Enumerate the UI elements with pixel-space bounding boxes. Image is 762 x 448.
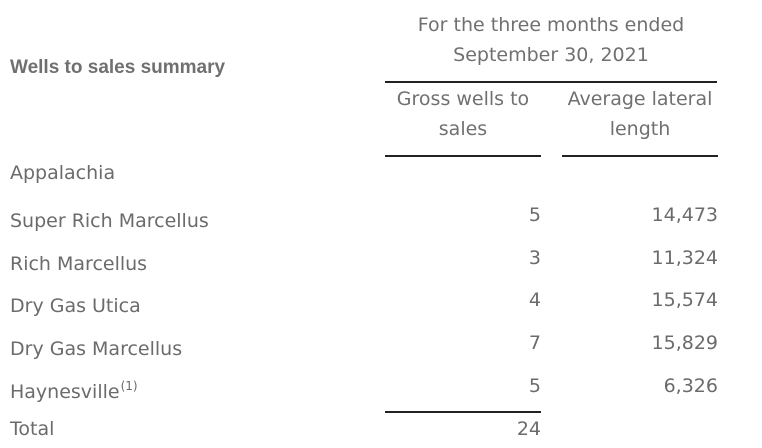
column-header-lateral-length: Average lateral length [562, 84, 718, 144]
row-length-value: 15,574 [651, 289, 718, 311]
row-wells-value: 7 [528, 332, 541, 354]
period-line-1: For the three months ended [417, 14, 685, 36]
period-header: For the three months ended September 30,… [385, 10, 717, 70]
column-header-gross-wells-line-1: Gross wells to [396, 88, 530, 110]
column-header-gross-wells-line-2: sales [438, 118, 488, 140]
row-label-text: Dry Gas Utica [10, 295, 141, 317]
row-length-value: 6,326 [663, 375, 718, 397]
column-header-gross-wells: Gross wells to sales [385, 84, 541, 144]
row-wells-value: 4 [528, 289, 541, 311]
row-wells-value: 5 [528, 204, 541, 226]
row-label: Super Rich Marcellus [10, 203, 210, 233]
total-rule [385, 411, 541, 413]
row-wells-value: 3 [528, 247, 541, 269]
column-header-lateral-length-line-2: length [609, 118, 671, 140]
period-underline [385, 81, 717, 83]
total-label: Total [10, 418, 55, 440]
row-wells-value: 5 [528, 375, 541, 397]
row-length-value: 15,829 [651, 332, 718, 354]
row-label-text: Dry Gas Marcellus [10, 338, 183, 360]
row-length-value: 11,324 [651, 247, 718, 269]
row-label: Haynesville(1) [10, 374, 138, 404]
total-wells-value: 24 [516, 418, 541, 440]
table-title: Wells to sales summary [10, 57, 226, 78]
row-label-text: Super Rich Marcellus [10, 210, 209, 232]
section-label: Appalachia [10, 162, 116, 184]
row-label: Dry Gas Utica [10, 288, 142, 318]
column-header-underline-1 [385, 155, 541, 157]
period-line-2: September 30, 2021 [453, 44, 649, 66]
column-header-lateral-length-line-1: Average lateral [567, 88, 713, 110]
column-header-underline-2 [562, 155, 718, 157]
row-length-value: 14,473 [651, 204, 718, 226]
row-label-text: Rich Marcellus [10, 253, 148, 275]
row-label-text: Haynesville [10, 381, 120, 403]
footnote-marker: (1) [120, 379, 138, 393]
row-label: Rich Marcellus [10, 246, 148, 276]
row-label: Dry Gas Marcellus [10, 331, 183, 361]
